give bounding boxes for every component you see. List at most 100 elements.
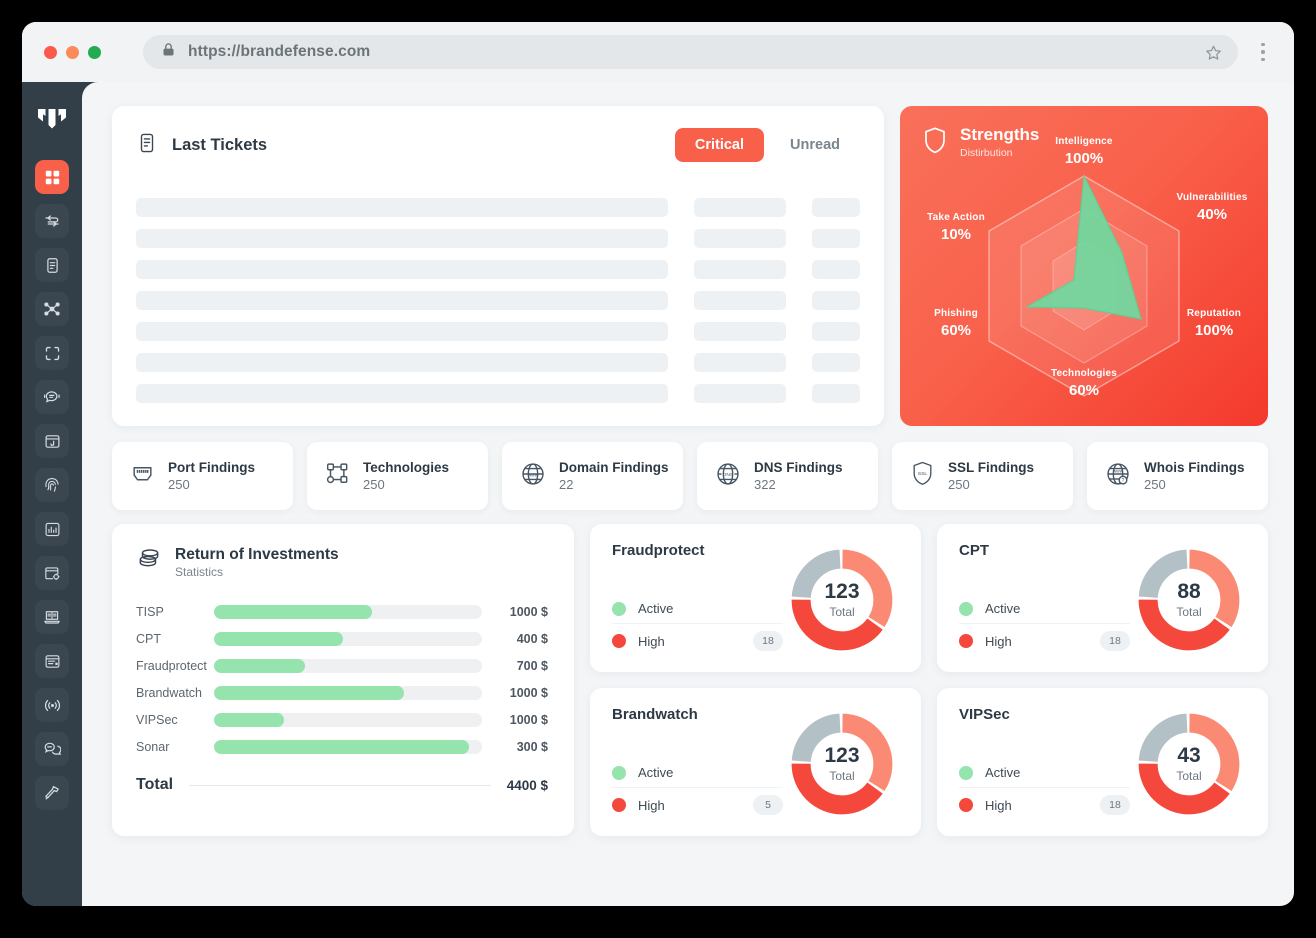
table-row[interactable] — [136, 353, 860, 372]
strengths-title: Strengths — [960, 125, 1040, 144]
table-row[interactable] — [136, 198, 860, 217]
sidebar-item-reports[interactable] — [35, 644, 69, 678]
roi-label: VIPSec — [136, 713, 178, 727]
browser-window-icon — [44, 433, 61, 450]
brandefense-logo[interactable] — [22, 96, 82, 142]
donut-total-value: 43 — [1177, 744, 1201, 767]
tab-unread[interactable]: Unread — [790, 137, 840, 153]
sidebar-item-transfers[interactable] — [35, 204, 69, 238]
roi-row-tisp: TISP 1000 $ — [136, 605, 548, 619]
tab-critical[interactable]: Critical — [674, 128, 765, 162]
status-badge: 5 — [753, 795, 783, 815]
star-icon[interactable] — [1198, 37, 1228, 67]
sidebar-item-fingerprint[interactable] — [35, 468, 69, 502]
lock-icon — [161, 42, 176, 62]
sidebar-item-documents[interactable] — [35, 248, 69, 282]
donut-chart: 88 Total — [1130, 542, 1248, 658]
last-tickets-title-group: Last Tickets — [136, 132, 267, 159]
kebab-menu-icon[interactable] — [1252, 42, 1274, 62]
close-window-button[interactable] — [44, 45, 57, 59]
sidebar-item-knowledge[interactable] — [35, 600, 69, 634]
strengths-radar-card: Strengths Distirbution — [900, 106, 1268, 426]
svg-text:www: www — [528, 473, 539, 478]
chat-bubble-icon — [43, 388, 61, 406]
donut-total-value: 123 — [824, 580, 860, 603]
network-nodes-icon — [43, 300, 61, 318]
coins-icon — [136, 546, 162, 577]
roi-row-sonar: Sonar 300 $ — [136, 740, 548, 754]
window-controls[interactable] — [44, 45, 101, 59]
status-badge: 18 — [1100, 631, 1130, 651]
sidebar-item-browser-js[interactable] — [35, 424, 69, 458]
legend-item-high: High 5 — [612, 788, 783, 822]
divider — [189, 784, 491, 786]
table-row[interactable] — [136, 291, 860, 310]
bottom-row: Return of Investments Statistics TISP 10… — [112, 524, 1268, 836]
donut-card-fraudprotect: Fraudprotect Active High 18 — [590, 524, 921, 672]
donut-legend: Active High 18 — [612, 594, 783, 658]
finding-label: Port Findings — [168, 460, 255, 475]
roi-subtitle: Statistics — [175, 565, 224, 579]
finding-value: 250 — [168, 477, 190, 492]
roi-bar-track — [214, 632, 482, 646]
donut-center-text: 88 Total — [1130, 581, 1248, 619]
minimize-window-button[interactable] — [66, 45, 79, 59]
donut-total-label: Total — [829, 605, 855, 619]
sidebar-item-broadcast[interactable] — [35, 688, 69, 722]
finding-label: Whois Findings — [1144, 460, 1245, 475]
table-row[interactable] — [136, 322, 860, 341]
roi-label: Sonar — [136, 740, 170, 754]
finding-label: SSL Findings — [948, 460, 1035, 475]
sidebar-item-analytics[interactable] — [35, 512, 69, 546]
shield-icon — [922, 126, 948, 161]
donut-total-label: Total — [1176, 605, 1202, 619]
donut-total-value: 123 — [824, 744, 860, 767]
finding-card-port[interactable]: Port Findings 250 — [112, 442, 293, 510]
roi-bar-track — [214, 605, 482, 619]
scan-frame-icon — [44, 345, 61, 362]
legend-label: High — [985, 633, 1012, 649]
legend-item-high: High 18 — [959, 788, 1130, 822]
table-row[interactable] — [136, 260, 860, 279]
tickets-skeleton-list — [136, 198, 860, 403]
donut-card-brandwatch: Brandwatch Active High 5 — [590, 688, 921, 836]
sidebar-item-network[interactable] — [35, 292, 69, 326]
donut-card-vipsec: VIPSec Active High 18 — [937, 688, 1268, 836]
address-bar[interactable]: https://brandefense.com — [143, 35, 1238, 69]
radar-axis-technologies: Technologies 60% — [1050, 368, 1118, 399]
finding-card-dns[interactable]: DNS DNS Findings 322 — [697, 442, 878, 510]
roi-bar-track — [214, 713, 482, 727]
table-row[interactable] — [136, 384, 860, 403]
radar-chart-svg — [988, 173, 1180, 397]
hammer-icon — [43, 784, 61, 802]
donut-center-text: 123 Total — [783, 581, 901, 619]
roi-total-row: Total 4400 $ — [136, 776, 548, 794]
donut-chart-svg — [791, 713, 893, 815]
sidebar-item-tools[interactable] — [35, 776, 69, 810]
sidebar-item-chat-monitor[interactable] — [35, 380, 69, 414]
application-root: Search in tickets, news and others MG — [22, 82, 1294, 906]
maximize-window-button[interactable] — [88, 45, 101, 59]
roi-amount: 1000 $ — [509, 686, 548, 700]
finding-card-ssl[interactable]: SSL SSL Findings 250 — [892, 442, 1073, 510]
finding-card-domain[interactable]: www Domain Findings 22 — [502, 442, 683, 510]
donut-chart-svg — [791, 549, 893, 651]
donut-legend: Active High 5 — [612, 758, 783, 822]
finding-label: Technologies — [363, 460, 450, 475]
table-row[interactable] — [136, 229, 860, 248]
legend-item-active: Active — [612, 594, 783, 624]
radar-axis-vulnerabilities: Vulnerabilities 40% — [1176, 192, 1248, 223]
finding-card-whois[interactable]: www ? Whois Findings 250 — [1087, 442, 1268, 510]
legend-item-active: Active — [959, 594, 1130, 624]
sidebar-item-comments[interactable] — [35, 732, 69, 766]
roi-label: Brandwatch — [136, 686, 203, 700]
finding-label: DNS Findings — [754, 460, 843, 475]
sidebar-item-dashboard[interactable] — [35, 160, 69, 194]
svg-text:?: ? — [1122, 477, 1125, 483]
status-dot-high — [959, 634, 973, 648]
finding-card-technologies[interactable]: Technologies 250 — [307, 442, 488, 510]
roi-bar-list: TISP 1000 $ CPT 400 $ Fraudprotect — [136, 605, 548, 754]
sidebar-item-scan[interactable] — [35, 336, 69, 370]
sidebar-item-browser-threat[interactable] — [35, 556, 69, 590]
report-icon — [44, 653, 61, 670]
